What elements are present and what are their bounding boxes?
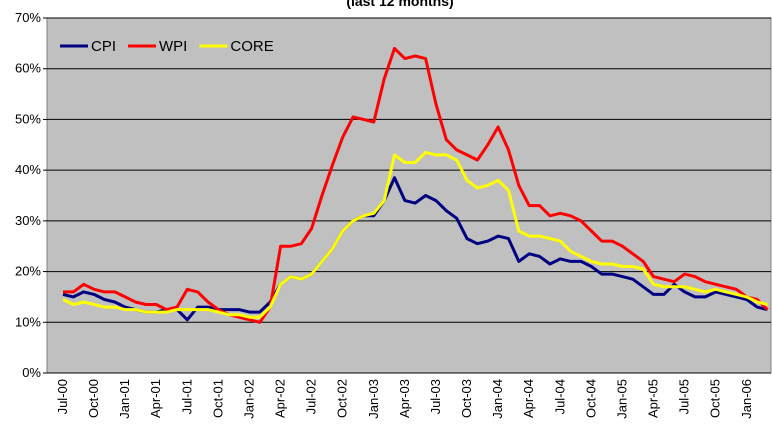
x-tick-label: Apr-03 <box>397 379 412 418</box>
x-tick-label: Jan-05 <box>614 379 629 419</box>
x-tick-label: Jan-02 <box>241 379 256 419</box>
x-tick-label: Apr-04 <box>521 379 536 418</box>
x-tick-label: Oct-03 <box>459 379 474 418</box>
x-tick-label: Jul-05 <box>677 379 692 414</box>
y-tick-label: 0% <box>22 365 41 380</box>
x-tick-label: Jan-04 <box>490 379 505 419</box>
x-tick-label: Apr-05 <box>646 379 661 418</box>
x-tick-label: Apr-01 <box>148 379 163 418</box>
legend-label: CPI <box>91 38 116 55</box>
y-tick-label: 60% <box>15 61 41 76</box>
y-tick-label: 10% <box>15 314 41 329</box>
series-line <box>62 150 768 319</box>
plot-area <box>46 17 772 374</box>
y-tick-label: 30% <box>15 213 41 228</box>
legend-label: CORE <box>230 38 273 55</box>
legend-label: WPI <box>159 38 187 55</box>
x-tick-label: Jul-00 <box>55 379 70 414</box>
y-tick-label: 50% <box>15 111 41 126</box>
x-tick-label: Jan-06 <box>739 379 754 419</box>
x-tick-label: Jul-01 <box>179 379 194 414</box>
x-tick-label: Jul-02 <box>304 379 319 414</box>
x-tick-label: Oct-05 <box>708 379 723 418</box>
series-line <box>62 176 768 322</box>
chart-title: (last 12 months) <box>346 0 453 9</box>
y-tick-label: 20% <box>15 264 41 279</box>
x-tick-label: Jul-04 <box>552 379 567 414</box>
series-line <box>63 46 769 324</box>
x-tick-label: Apr-02 <box>273 379 288 418</box>
x-tick-label: Jan-01 <box>117 379 132 419</box>
x-tick-label: Jul-03 <box>428 379 443 414</box>
x-tick-label: Oct-04 <box>583 379 598 418</box>
x-tick-label: Oct-00 <box>86 379 101 418</box>
y-tick-label: 70% <box>15 10 41 25</box>
x-tick-label: Jan-03 <box>366 379 381 419</box>
x-tick-label: Oct-02 <box>335 379 350 418</box>
x-tick-label: Oct-01 <box>210 379 225 418</box>
y-tick-label: 40% <box>15 162 41 177</box>
